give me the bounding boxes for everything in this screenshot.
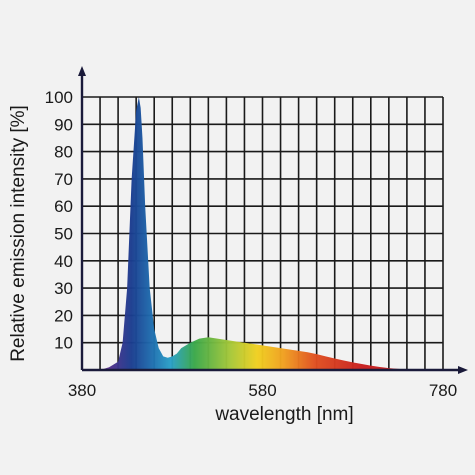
x-axis-label: wavelength [nm]	[214, 404, 353, 425]
y-tick-label: 80	[54, 143, 73, 162]
y-tick-label: 40	[54, 252, 73, 271]
y-axis-arrow	[78, 66, 86, 76]
y-tick-label: 70	[54, 170, 73, 189]
y-tick-label: 90	[54, 115, 73, 134]
y-tick-label: 30	[54, 279, 73, 298]
y-tick-label: 60	[54, 197, 73, 216]
x-tick-label: 580	[248, 381, 276, 400]
y-axis-label: Relative emission intensity [%]	[8, 105, 29, 362]
x-axis-arrow	[458, 366, 468, 374]
grid	[82, 96, 444, 370]
y-tick-label: 10	[54, 334, 73, 353]
x-tick-label: 780	[429, 381, 457, 400]
tick-labels: 10 20 30 40 50 60 70 80 90 100 380 580 780	[45, 88, 458, 400]
y-tick-label: 100	[45, 88, 73, 107]
axes	[78, 66, 468, 374]
y-tick-label: 50	[54, 225, 73, 244]
x-tick-label: 380	[68, 381, 96, 400]
y-tick-label: 20	[54, 306, 73, 325]
